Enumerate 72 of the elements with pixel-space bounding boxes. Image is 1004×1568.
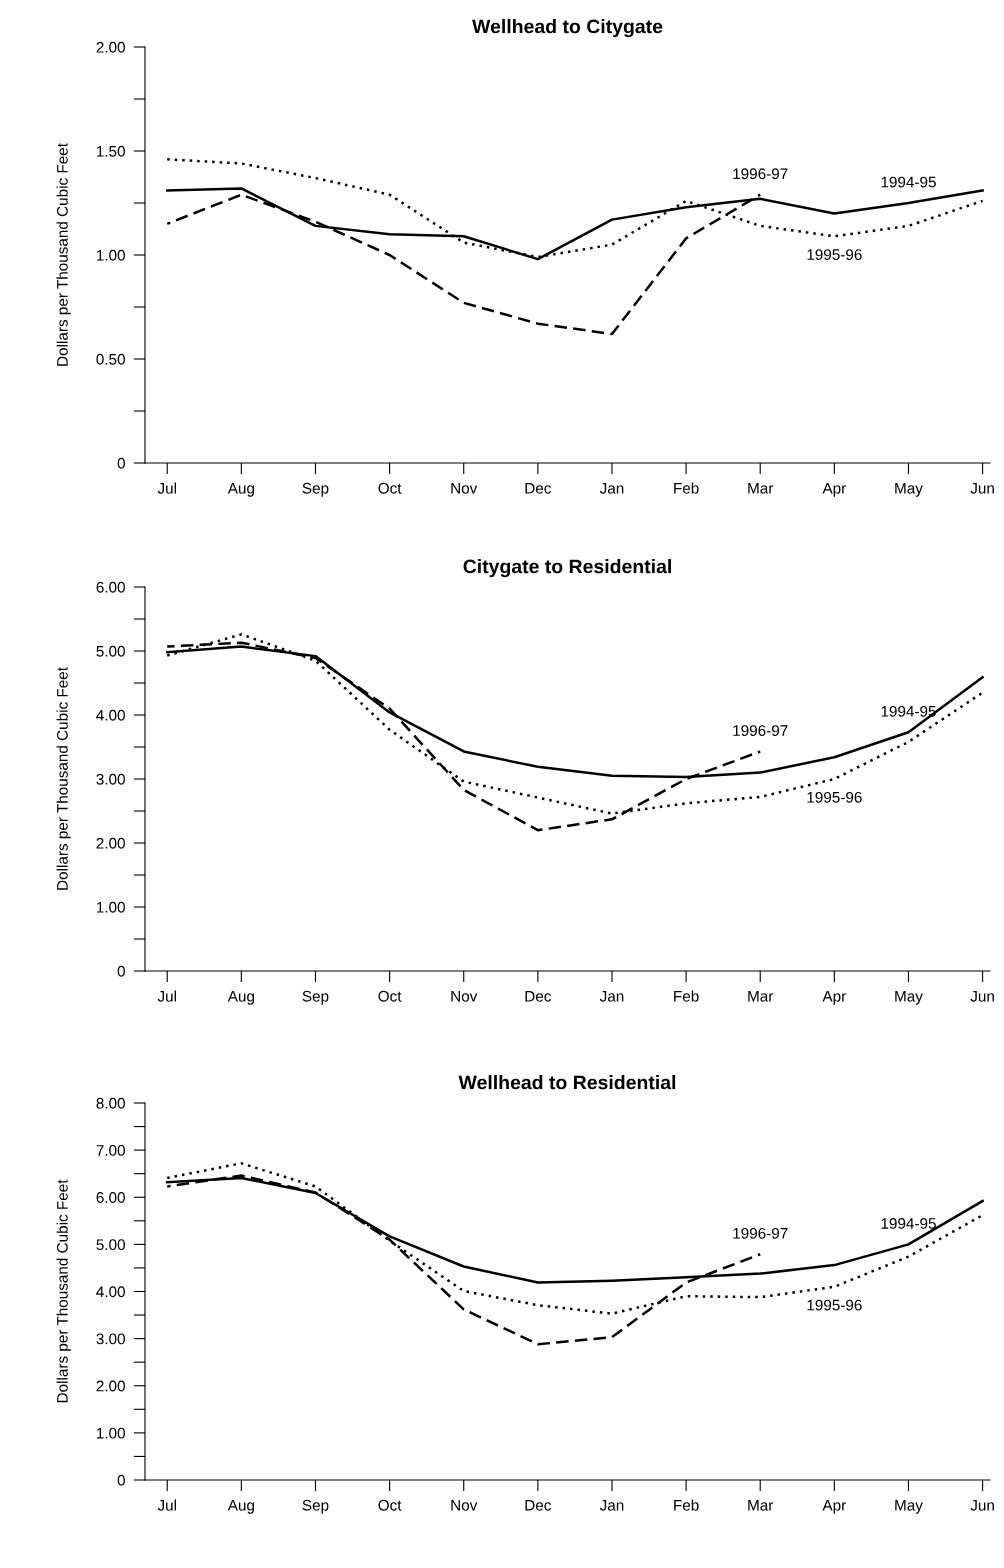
series-label: 1995-96 (807, 249, 862, 260)
x-tick-label: Apr (822, 483, 846, 497)
x-tick-label: Jan (599, 483, 624, 494)
y-tick-label: 0 (117, 1474, 125, 1486)
x-tick-label: Jan (599, 991, 624, 1002)
x-tick-label: Jul (157, 1499, 176, 1511)
chart-title: Citygate to Residential (463, 559, 671, 578)
x-tick-label: Sep (302, 482, 329, 497)
y-axis-title: Dollars per Thousand Cubic Feet (56, 667, 71, 890)
y-tick-label: 3.00 (96, 1333, 125, 1345)
x-tick-label: Nov (451, 991, 478, 1002)
y-tick-label: 2.00 (96, 1380, 125, 1392)
y-tick-label: 0.50 (96, 353, 125, 365)
x-tick-label: Mar (748, 483, 774, 494)
series-label: 1994-95 (881, 176, 936, 188)
y-tick-label: 6.00 (96, 1192, 125, 1203)
x-tick-label: Dec (525, 991, 552, 1002)
x-tick-label: Oct (378, 1499, 402, 1511)
x-tick-label: Feb (674, 1499, 699, 1511)
series-label: 1994-95 (881, 705, 936, 717)
x-tick-label: Sep (302, 1499, 329, 1514)
series-label: 1996-97 (733, 1227, 788, 1239)
y-tick-label: 1.00 (96, 249, 125, 261)
y-tick-label: 0 (117, 457, 125, 469)
x-tick-label: Dec (525, 1500, 552, 1511)
y-axis-title: Dollars per Thousand Cubic Feet (56, 143, 71, 366)
x-tick-label: Jun (970, 483, 994, 494)
x-tick-label: Feb (674, 482, 699, 494)
y-tick-label: 3.00 (96, 773, 125, 785)
chart-title: Wellhead to Residential (458, 1075, 676, 1090)
x-tick-label: Jul (157, 990, 176, 1002)
x-tick-label: Sep (302, 990, 329, 1005)
y-tick-label: 0 (117, 965, 125, 977)
y-tick-label: 8.00 (96, 1097, 125, 1109)
y-tick-label: 4.00 (96, 1286, 125, 1298)
y-tick-label: 2.00 (96, 837, 125, 849)
x-tick-label: Jan (599, 1500, 624, 1511)
y-tick-label: 1.00 (96, 1427, 125, 1439)
y-tick-label: 1.50 (96, 145, 125, 157)
x-tick-label: Jun (970, 1500, 994, 1511)
x-tick-label: May (895, 991, 923, 1005)
series-label: 1996-97 (733, 168, 788, 180)
x-tick-label: May (895, 1500, 923, 1514)
series-label: 1996-97 (733, 725, 788, 736)
x-tick-label: Oct (378, 990, 402, 1002)
x-tick-label: Oct (378, 482, 402, 494)
x-tick-label: Aug (227, 1500, 254, 1514)
x-tick-label: May (895, 483, 923, 497)
y-tick-label: 6.00 (96, 581, 125, 593)
y-tick-label: 5.00 (96, 1239, 125, 1251)
x-tick-label: Apr (822, 1500, 846, 1514)
series-label: 1995-96 (807, 1299, 862, 1311)
x-tick-label: Aug (227, 991, 254, 1005)
y-tick-label: 5.00 (96, 645, 125, 657)
x-tick-label: Apr (822, 991, 846, 1005)
x-tick-label: Feb (674, 990, 699, 1002)
y-tick-label: 2.00 (96, 41, 125, 53)
series-label: 1995-96 (807, 791, 862, 803)
y-axis-title: Dollars per Thousand Cubic Feet (56, 1179, 71, 1403)
x-tick-label: Mar (748, 1500, 774, 1511)
x-tick-label: Dec (525, 483, 552, 494)
y-tick-label: 1.00 (96, 901, 125, 913)
x-tick-label: Jul (157, 482, 176, 494)
x-tick-label: Nov (451, 483, 478, 494)
x-tick-label: Mar (748, 991, 774, 1002)
x-tick-label: Jun (970, 991, 994, 1002)
x-tick-label: Nov (451, 1500, 478, 1511)
chart-title: Wellhead to Citygate (472, 19, 663, 38)
y-tick-label: 7.00 (96, 1144, 125, 1156)
x-tick-label: Aug (227, 483, 254, 497)
y-tick-label: 4.00 (96, 709, 125, 721)
series-label: 1994-95 (881, 1218, 936, 1229)
